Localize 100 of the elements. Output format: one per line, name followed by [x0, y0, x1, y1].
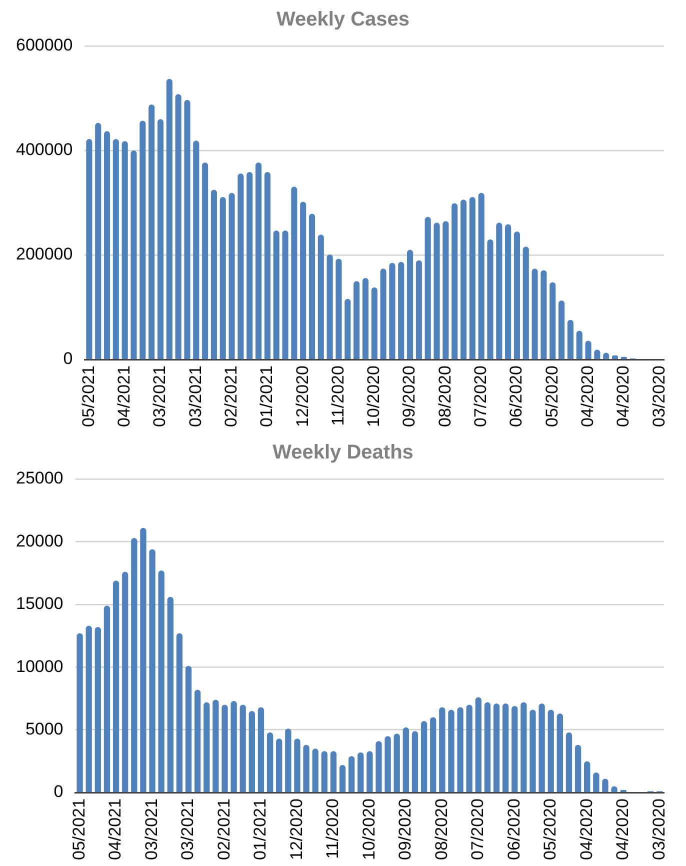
bar [303, 744, 310, 792]
bar [122, 141, 128, 359]
bar [131, 538, 138, 792]
y-tick-label: 10000 [16, 656, 64, 676]
x-tick-label: 03/2021 [150, 366, 170, 427]
bar [442, 221, 449, 359]
x-tick-label: 03/2021 [186, 366, 205, 427]
bar [558, 300, 565, 359]
bar [348, 756, 355, 792]
bar [95, 122, 102, 359]
bar [448, 710, 454, 792]
x-tick-label: 04/2021 [114, 366, 134, 427]
bar [76, 633, 83, 792]
bar [593, 772, 600, 792]
x-tick-label: 05/2020 [540, 798, 560, 860]
bar [398, 262, 404, 359]
bar [512, 706, 518, 792]
bar [502, 704, 509, 792]
bar [366, 751, 373, 792]
bar [550, 282, 556, 359]
chart-title: Weekly Deaths [272, 442, 414, 464]
bar [505, 224, 512, 359]
x-tick-label: 07/2020 [468, 798, 488, 860]
bar [230, 700, 237, 792]
bar [487, 239, 494, 359]
bar [318, 234, 324, 359]
bar [194, 690, 201, 792]
bar [202, 162, 208, 359]
bar [176, 633, 183, 792]
bar [94, 626, 101, 792]
bar [140, 528, 146, 792]
bar [566, 732, 572, 792]
x-tick-label: 09/2020 [400, 366, 419, 427]
bar [184, 100, 190, 359]
y-tick-label: 5000 [25, 720, 64, 739]
x-tick-label: 08/2020 [432, 798, 451, 860]
x-tick-label: 06/2020 [504, 798, 524, 860]
bar [344, 298, 351, 359]
y-tick-label: 25000 [16, 468, 64, 488]
bar [584, 761, 590, 792]
x-tick-label: 02/2021 [221, 366, 240, 427]
bar [130, 150, 137, 359]
x-tick-label: 10/2020 [364, 366, 384, 427]
bar [122, 572, 128, 792]
bar [222, 704, 228, 792]
bar [585, 340, 592, 359]
y-tick-label: 600000 [16, 36, 73, 55]
bar [493, 704, 500, 792]
bar [158, 570, 164, 792]
bar [540, 270, 547, 359]
x-tick-label: 01/2021 [250, 798, 270, 860]
bar [475, 697, 482, 792]
bar [416, 260, 422, 359]
bar [330, 751, 337, 792]
bar [376, 741, 382, 792]
bar [336, 258, 342, 359]
x-tick-label: 02/2021 [214, 798, 234, 860]
bar [380, 268, 386, 359]
bar [321, 751, 328, 792]
x-tick-label: 03/2020 [649, 798, 668, 860]
bar [149, 549, 156, 792]
bar [424, 216, 431, 359]
x-tick-label: 05/2020 [542, 366, 562, 427]
bar [148, 104, 155, 359]
bar [258, 707, 264, 792]
y-tick-label: 400000 [16, 140, 73, 160]
bar [308, 214, 316, 359]
bar [276, 738, 282, 792]
bar [457, 707, 464, 792]
bar [362, 278, 368, 359]
bar [420, 721, 428, 792]
bar [371, 287, 378, 359]
bar [157, 119, 164, 359]
bar [273, 230, 280, 359]
bar [520, 702, 527, 792]
x-tick-label: 07/2020 [471, 366, 490, 427]
bar [326, 254, 333, 359]
bar [412, 731, 418, 792]
bar [484, 702, 491, 792]
x-tick-label: 06/2020 [506, 366, 526, 427]
x-tick-label: 03/2021 [178, 798, 198, 860]
x-tick-label: 03/2021 [142, 798, 161, 860]
y-tick-label: 20000 [16, 531, 64, 550]
bar [86, 626, 92, 792]
bar [104, 606, 110, 792]
bar [104, 131, 110, 359]
bar [285, 728, 292, 792]
bar [166, 78, 172, 359]
bar [246, 172, 253, 359]
x-tick-label: 11/2020 [323, 798, 342, 859]
bar [406, 250, 414, 359]
x-tick-label: 04/2020 [613, 798, 632, 860]
bar [394, 734, 400, 792]
bar [522, 246, 529, 359]
bar [112, 139, 119, 359]
bar [248, 711, 255, 792]
y-tick-label: 200000 [16, 244, 73, 264]
bar [312, 748, 318, 792]
x-tick-label: 04/2021 [106, 798, 125, 860]
bar [86, 139, 92, 359]
